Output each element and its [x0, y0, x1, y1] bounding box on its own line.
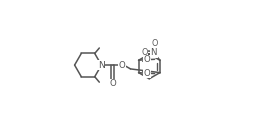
Text: O: O: [109, 79, 116, 88]
Text: N: N: [151, 48, 157, 57]
Text: O: O: [144, 69, 150, 78]
Text: O: O: [142, 48, 148, 57]
Text: O: O: [151, 39, 158, 48]
Text: O: O: [119, 61, 126, 70]
Text: O: O: [144, 55, 150, 64]
Text: N: N: [98, 61, 105, 70]
